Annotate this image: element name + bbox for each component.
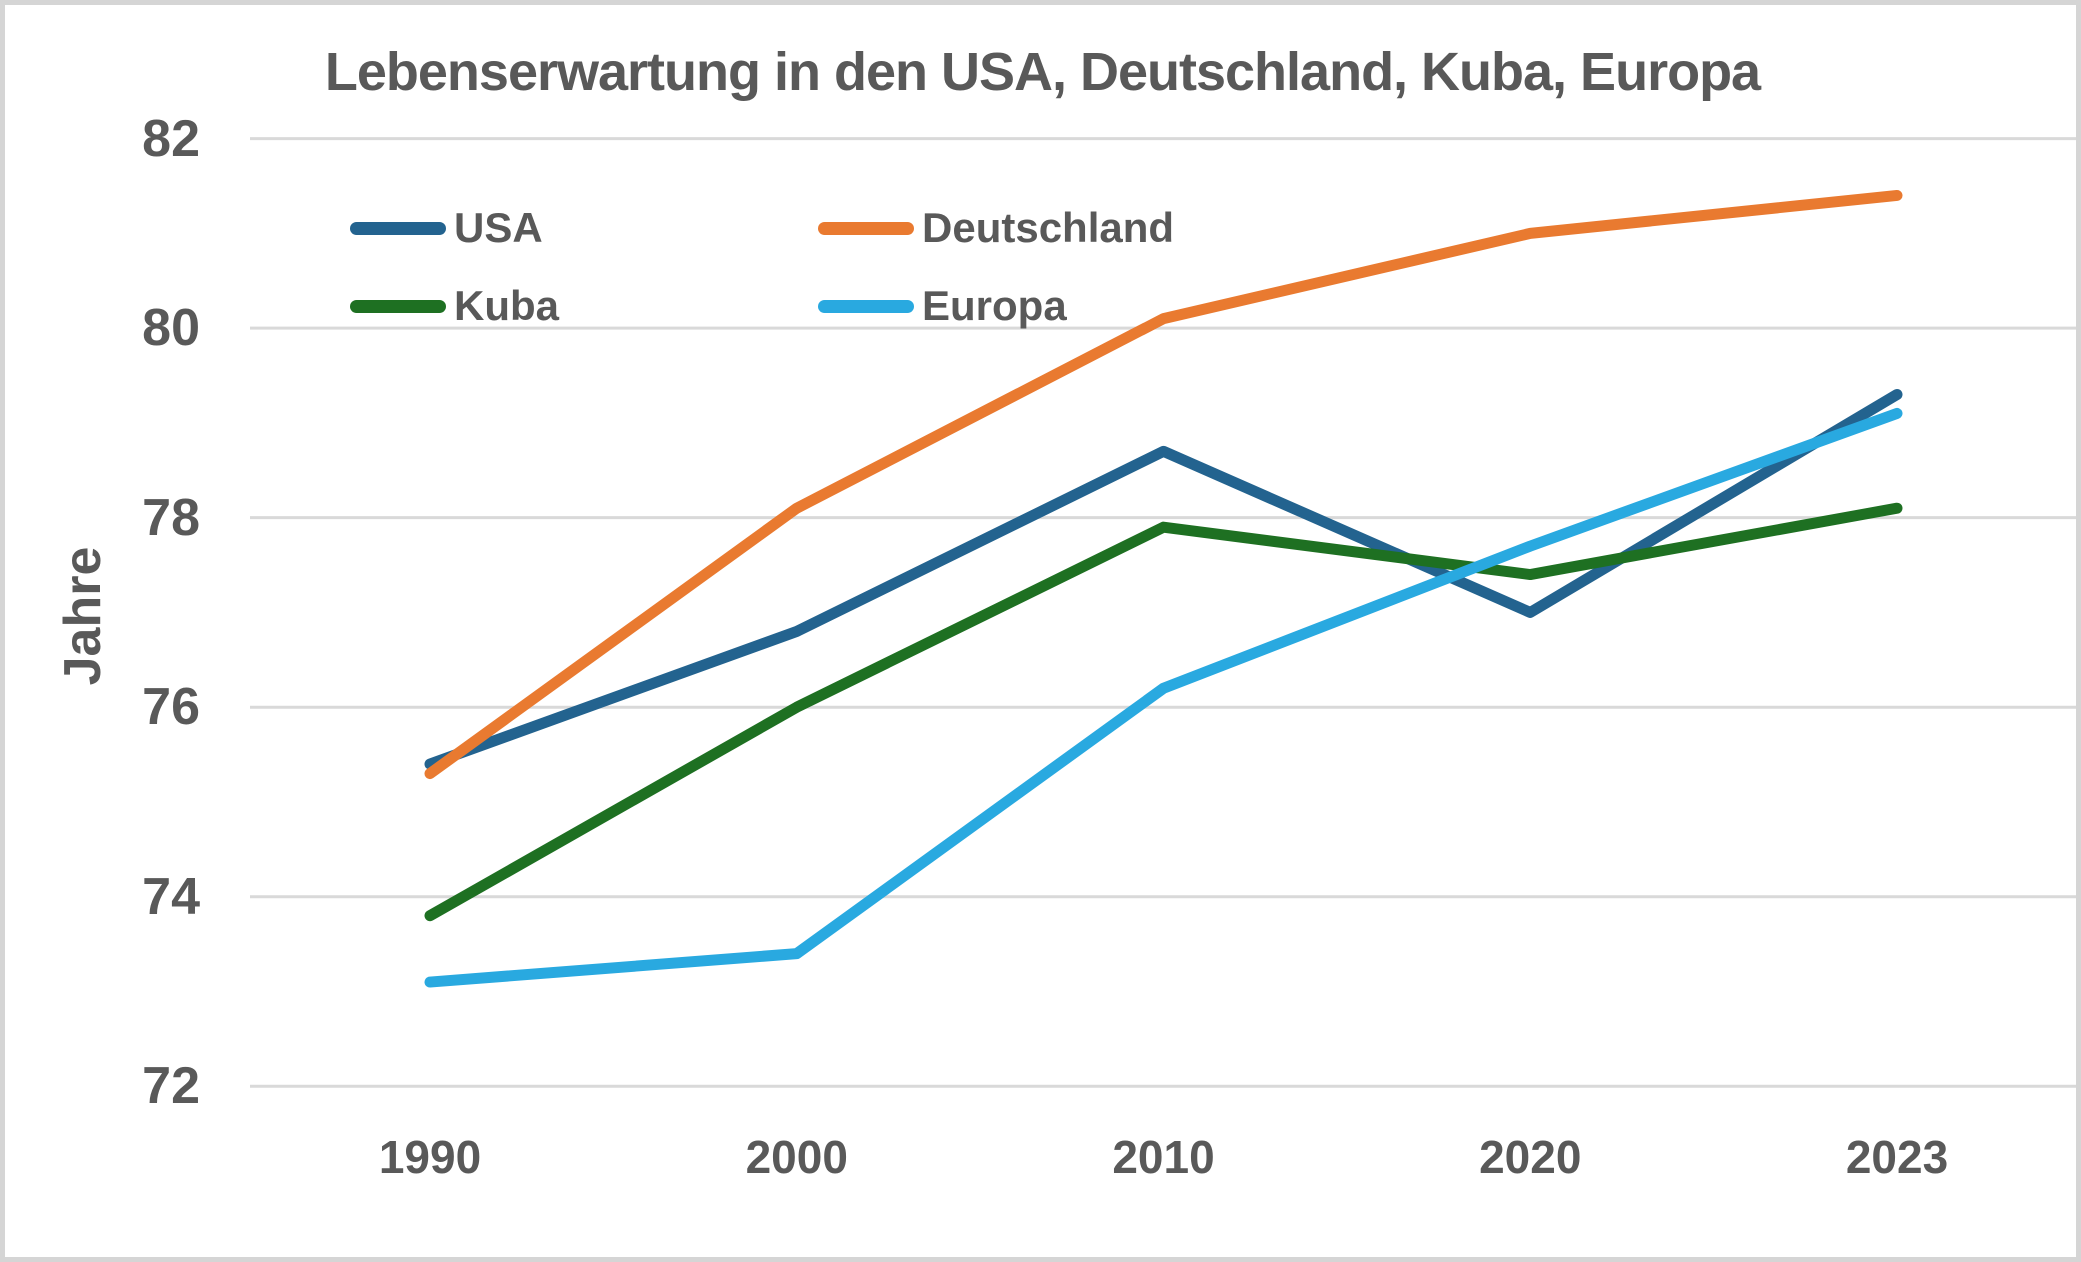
x-tick-label-2000: 2000	[745, 1131, 848, 1183]
series-line-europa	[424, 407, 1903, 988]
legend-label-usa: USA	[454, 204, 543, 251]
x-tick-label-1990: 1990	[378, 1131, 482, 1183]
legend: USA Deutschland Kuba Europa	[350, 199, 1174, 335]
x-tick-label-2020: 2020	[1479, 1131, 1582, 1183]
legend-item-kuba: Kuba	[350, 277, 818, 335]
legend-item-usa: USA	[350, 199, 818, 257]
series-line-usa	[424, 388, 1903, 770]
y-tick-label-76: 76	[142, 678, 200, 737]
legend-swatch-europa	[818, 299, 914, 313]
x-tick-label-2023: 2023	[1845, 1131, 1949, 1183]
legend-item-europa: Europa	[818, 277, 1174, 335]
legend-label-europa: Europa	[922, 282, 1067, 329]
series-line-kuba	[424, 502, 1903, 922]
legend-label-deutschland: Deutschland	[922, 204, 1175, 251]
legend-label-kuba: Kuba	[454, 282, 559, 329]
plot-area	[250, 137, 2076, 1088]
series-line-deutschland	[424, 189, 1903, 780]
legend-swatch-deutschland	[818, 221, 914, 235]
y-tick-label-82: 82	[142, 109, 200, 168]
legend-swatch-kuba	[350, 299, 446, 313]
x-tick-label-2010: 2010	[1112, 1131, 1215, 1183]
y-tick-label-80: 80	[142, 299, 200, 358]
chart-title: Lebenserwartung in den USA, Deutschland,…	[324, 42, 1761, 102]
y-tick-label-78: 78	[142, 488, 200, 547]
legend-swatch-usa	[350, 221, 446, 235]
y-tick-label-72: 72	[142, 1057, 200, 1116]
legend-item-deutschland: Deutschland	[818, 199, 1174, 257]
y-tick-label-74: 74	[142, 867, 200, 926]
